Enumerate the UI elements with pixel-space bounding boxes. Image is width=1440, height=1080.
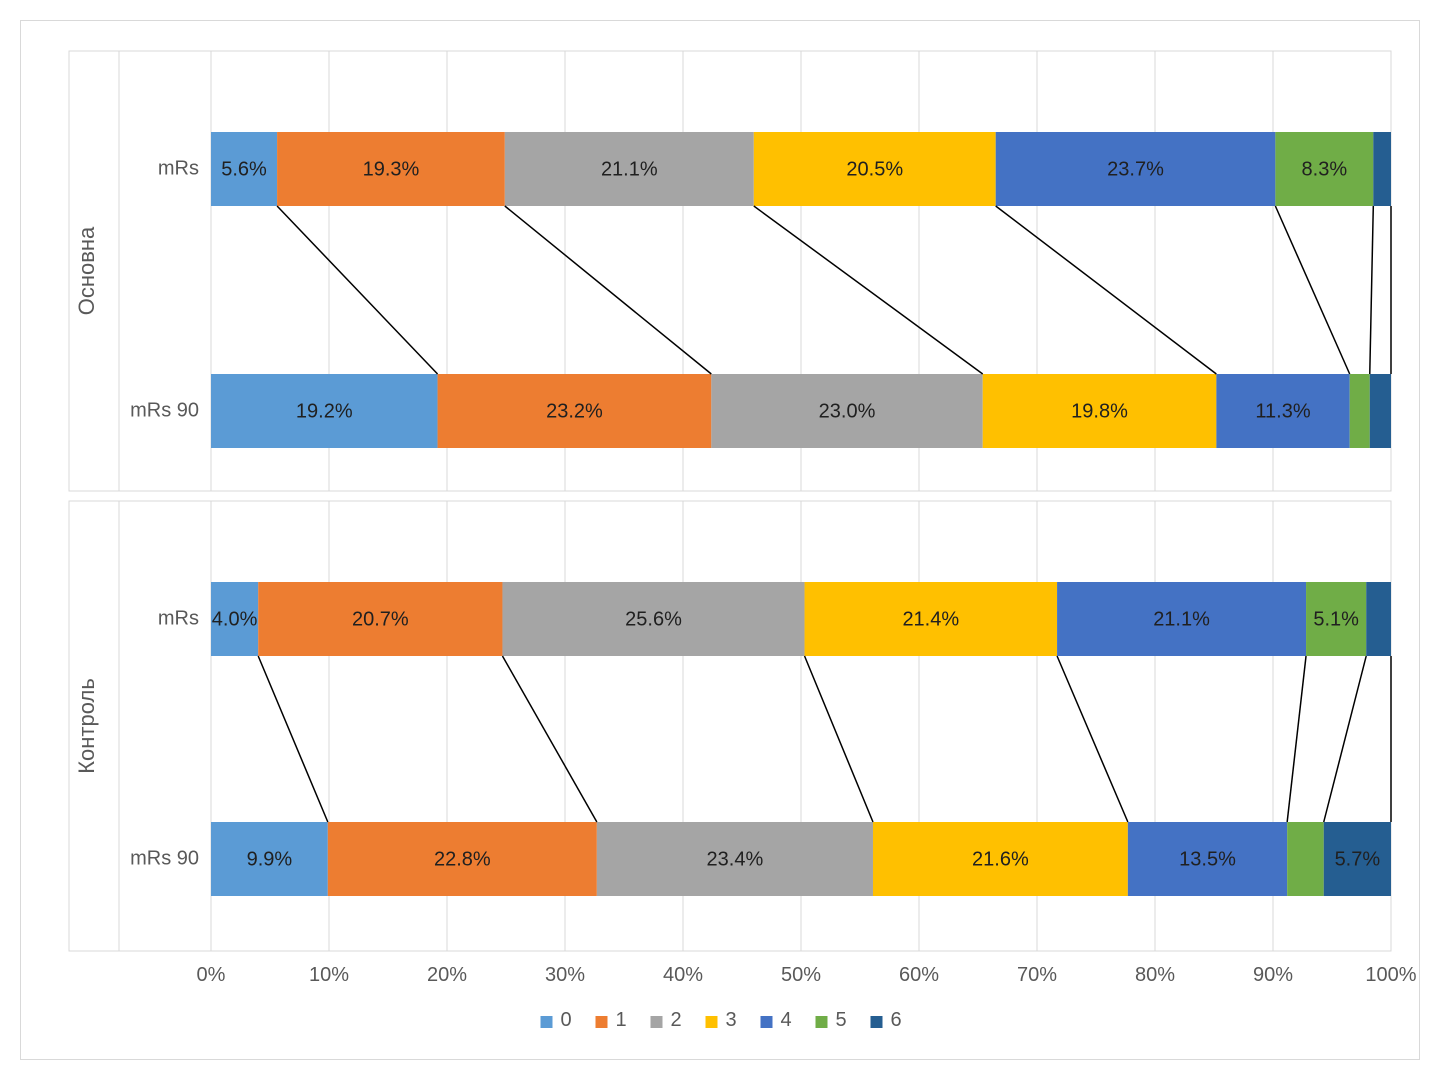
- bar-value-label: 5.7%: [1335, 848, 1381, 870]
- bar-value-label: 19.3%: [363, 158, 420, 180]
- connector-line: [805, 656, 873, 822]
- stacked-bar-chart: 0% 10% 20% 30% 40% 50% 60% 70% 80% 90% 100% Основна…: [21, 21, 1421, 1061]
- bar-value-label: 20.5%: [846, 158, 903, 180]
- group-label: Контроль: [74, 678, 99, 774]
- legend-swatch: [761, 1016, 773, 1028]
- x-tick-label: 90%: [1253, 964, 1293, 986]
- bar-segment: [1366, 582, 1391, 656]
- bar-value-label: 21.1%: [1153, 608, 1210, 630]
- bar-value-label: 22.8%: [434, 848, 491, 870]
- bar-segment: [1350, 374, 1370, 448]
- connector-line: [754, 206, 983, 374]
- legend-label: 1: [616, 1009, 627, 1031]
- x-tick-label: 60%: [899, 964, 939, 986]
- bar-value-label: 19.8%: [1071, 400, 1128, 422]
- bar-value-label: 23.7%: [1107, 158, 1164, 180]
- legend-swatch: [816, 1016, 828, 1028]
- connector-line: [1287, 656, 1306, 822]
- bar-value-label: 23.4%: [707, 848, 764, 870]
- legend-swatch: [596, 1016, 608, 1028]
- connector-line: [258, 656, 328, 822]
- legend-label: 0: [561, 1009, 572, 1031]
- connector-line: [502, 656, 596, 822]
- x-tick-label: 50%: [781, 964, 821, 986]
- bar-value-label: 25.6%: [625, 608, 682, 630]
- legend-swatch: [651, 1016, 663, 1028]
- connector-line: [1324, 656, 1366, 822]
- connector-line: [1275, 206, 1349, 374]
- bar-segment: [1373, 132, 1391, 206]
- y-category-label: mRs: [158, 157, 199, 179]
- x-tick-label: 40%: [663, 964, 703, 986]
- legend-label: 2: [671, 1009, 682, 1031]
- legend-swatch: [871, 1016, 883, 1028]
- bar-value-label: 9.9%: [247, 848, 293, 870]
- legend-label: 3: [726, 1009, 737, 1031]
- x-tick-label: 20%: [427, 964, 467, 986]
- connector-line: [996, 206, 1217, 374]
- legend-swatch: [541, 1016, 553, 1028]
- connector-line: [277, 206, 437, 374]
- bar-value-label: 5.1%: [1313, 608, 1359, 630]
- connector-line: [505, 206, 712, 374]
- bar-value-label: 21.6%: [972, 848, 1029, 870]
- connector-line: [1370, 206, 1374, 374]
- x-tick-label: 30%: [545, 964, 585, 986]
- bar-value-label: 23.0%: [819, 400, 876, 422]
- bar-value-label: 23.2%: [546, 400, 603, 422]
- chart-container: 0% 10% 20% 30% 40% 50% 60% 70% 80% 90% 100% Основна…: [20, 20, 1420, 1060]
- x-tick-label: 70%: [1017, 964, 1057, 986]
- legend-label: 5: [836, 1009, 847, 1031]
- bar-value-label: 5.6%: [221, 158, 267, 180]
- legend-swatch: [706, 1016, 718, 1028]
- x-tick-label: 100%: [1365, 964, 1416, 986]
- legend-label: 6: [891, 1009, 902, 1031]
- bar-segment: [1370, 374, 1391, 448]
- bar-value-label: 8.3%: [1302, 158, 1348, 180]
- bar-segment: [1287, 822, 1324, 896]
- bar-value-label: 21.4%: [902, 608, 959, 630]
- bar-value-label: 11.3%: [1255, 400, 1310, 422]
- y-category-label: mRs 90: [130, 847, 199, 869]
- connector-line: [1057, 656, 1128, 822]
- y-category-label: mRs 90: [130, 399, 199, 421]
- x-tick-label: 10%: [309, 964, 349, 986]
- bar-value-label: 19.2%: [296, 400, 353, 422]
- x-tick-label: 80%: [1135, 964, 1175, 986]
- bar-value-label: 13.5%: [1179, 848, 1236, 870]
- bar-value-label: 21.1%: [601, 158, 658, 180]
- y-category-label: mRs: [158, 607, 199, 629]
- x-tick-label: 0%: [197, 964, 226, 986]
- group-label: Основна: [74, 226, 99, 315]
- legend-label: 4: [781, 1009, 792, 1031]
- bar-value-label: 4.0%: [212, 608, 258, 630]
- bar-value-label: 20.7%: [352, 608, 409, 630]
